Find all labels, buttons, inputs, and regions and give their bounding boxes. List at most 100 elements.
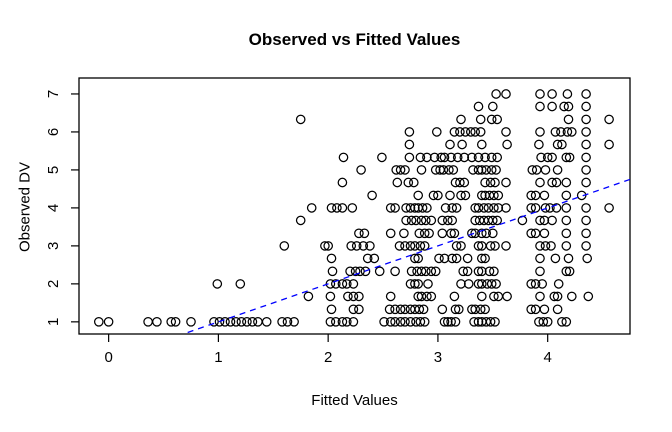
data-point xyxy=(411,215,421,226)
data-point xyxy=(480,304,490,315)
data-point xyxy=(417,203,428,213)
data-point xyxy=(547,89,557,99)
data-point xyxy=(395,165,406,175)
data-point xyxy=(447,215,458,226)
data-point xyxy=(446,316,456,327)
data-point xyxy=(437,215,448,226)
data-point xyxy=(414,304,425,315)
y-tick-label: 3 xyxy=(45,242,62,250)
data-point xyxy=(487,228,498,239)
data-point xyxy=(460,190,471,201)
data-point xyxy=(337,177,348,188)
data-point xyxy=(563,101,574,112)
data-point xyxy=(416,215,427,226)
data-point xyxy=(337,316,348,327)
data-point xyxy=(564,152,575,163)
data-point xyxy=(492,215,503,226)
data-point xyxy=(540,165,551,175)
data-point xyxy=(359,228,370,239)
data-point xyxy=(418,304,429,315)
data-point xyxy=(355,266,365,277)
data-point xyxy=(604,114,614,125)
data-point xyxy=(493,190,504,201)
data-point xyxy=(348,279,359,289)
data-point xyxy=(540,203,551,213)
data-point xyxy=(456,241,466,251)
data-point xyxy=(374,266,385,277)
data-point xyxy=(561,241,572,251)
data-point xyxy=(419,316,430,327)
data-point xyxy=(542,152,553,163)
data-point xyxy=(413,279,424,289)
data-point xyxy=(561,152,572,163)
data-point xyxy=(490,316,500,327)
data-point xyxy=(539,304,550,315)
data-point xyxy=(404,152,415,163)
data-point xyxy=(552,139,563,150)
data-point xyxy=(385,316,396,327)
data-point xyxy=(295,215,306,226)
data-point xyxy=(552,291,563,302)
data-point xyxy=(326,304,337,315)
data-point xyxy=(360,266,371,277)
data-point xyxy=(332,203,342,213)
data-point xyxy=(561,177,572,188)
data-point xyxy=(581,101,591,112)
data-point xyxy=(493,203,504,213)
data-point xyxy=(481,165,492,175)
data-point xyxy=(330,279,341,289)
data-point xyxy=(351,241,362,251)
data-point xyxy=(485,177,496,188)
data-point xyxy=(186,316,196,327)
data-point xyxy=(440,203,451,213)
data-point xyxy=(436,152,447,163)
x-tick-label: 0 xyxy=(104,349,112,366)
x-tick-label: 3 xyxy=(434,349,442,366)
data-point xyxy=(289,316,299,327)
data-point xyxy=(426,215,437,226)
data-point xyxy=(377,152,387,163)
data-point xyxy=(453,304,464,315)
data-point xyxy=(392,177,403,188)
data-point xyxy=(535,241,545,251)
data-point xyxy=(365,241,375,251)
data-point xyxy=(480,152,490,163)
data-point xyxy=(487,101,498,112)
data-point xyxy=(481,228,492,239)
data-point xyxy=(354,304,364,315)
data-point xyxy=(581,241,591,251)
data-point xyxy=(535,215,545,226)
data-point xyxy=(405,279,416,289)
data-point xyxy=(566,291,577,302)
data-point xyxy=(405,316,416,327)
data-point xyxy=(369,253,380,264)
data-point xyxy=(551,177,562,188)
data-point xyxy=(422,291,432,302)
data-point xyxy=(476,228,487,239)
data-point xyxy=(390,316,400,327)
data-point xyxy=(410,279,420,289)
data-point xyxy=(415,152,426,163)
data-point xyxy=(473,266,484,277)
data-point xyxy=(526,228,537,239)
data-point xyxy=(419,228,430,239)
data-point xyxy=(170,316,181,327)
data-point xyxy=(437,228,448,239)
data-point xyxy=(563,114,574,125)
data-point xyxy=(473,152,484,163)
data-point xyxy=(279,241,290,251)
data-point xyxy=(501,241,511,251)
data-point xyxy=(337,279,348,289)
data-point xyxy=(487,215,498,226)
data-point xyxy=(379,316,389,327)
data-point xyxy=(485,241,496,251)
data-point xyxy=(422,152,432,163)
data-point xyxy=(390,304,400,315)
data-point xyxy=(561,203,572,213)
data-point xyxy=(430,165,441,175)
data-point xyxy=(338,152,349,163)
data-point xyxy=(534,139,544,150)
data-point xyxy=(231,316,241,327)
data-point xyxy=(437,304,448,315)
data-point xyxy=(354,228,364,239)
